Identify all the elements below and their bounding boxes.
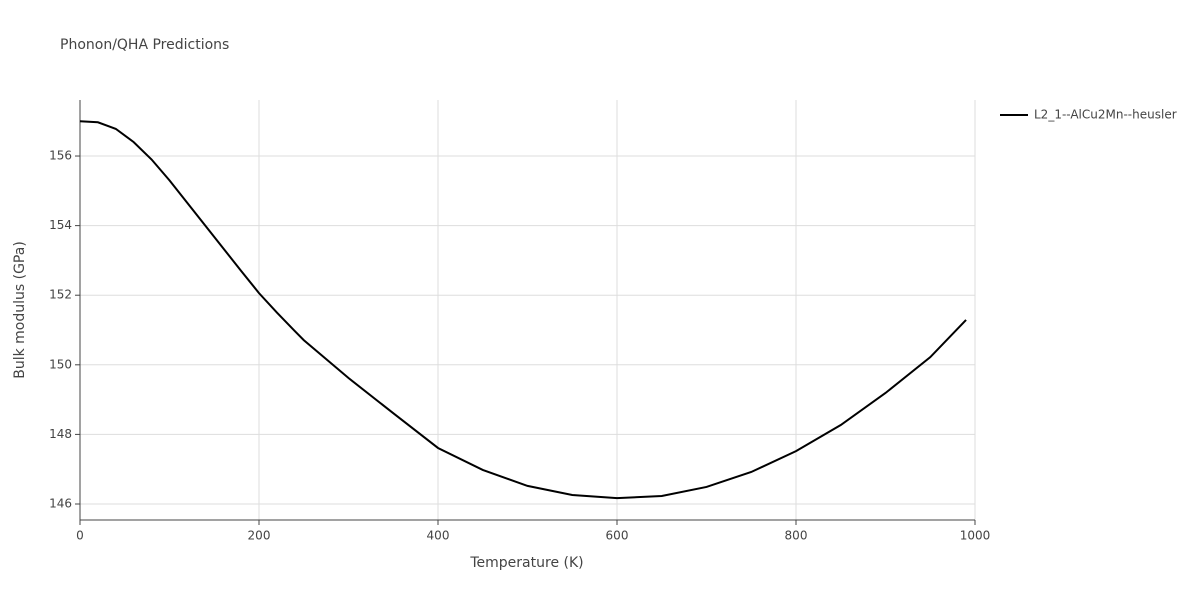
y-tick-label: 148	[49, 427, 72, 441]
x-tick-label: 400	[427, 529, 450, 543]
line-series	[79, 120, 967, 500]
x-tick-label: 0	[76, 529, 84, 543]
x-tick-label: 200	[248, 529, 271, 543]
y-tick-label: 150	[49, 357, 72, 371]
legend-label: L2_1--AlCu2Mn--heusler	[1034, 108, 1177, 122]
x-tick-label: 600	[606, 529, 629, 543]
x-axis-title: Temperature (K)	[469, 555, 583, 571]
chart-title: Phonon/QHA Predictions	[60, 37, 229, 53]
x-tick-label: 800	[785, 529, 808, 543]
x-tick-label: 1000	[960, 529, 991, 543]
y-tick-label: 156	[49, 149, 72, 163]
y-axis-title: Bulk modulus (GPa)	[12, 241, 28, 379]
y-tick-label: 146	[49, 496, 72, 510]
y-tick-label: 154	[49, 218, 72, 232]
y-tick-label: 152	[49, 288, 72, 302]
